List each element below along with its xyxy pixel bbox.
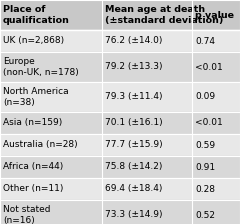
Text: 73.3 (±14.9): 73.3 (±14.9) <box>105 211 162 220</box>
Text: Africa (n=44): Africa (n=44) <box>3 162 63 172</box>
Text: 79.2 (±13.3): 79.2 (±13.3) <box>105 62 162 71</box>
Text: Mean age at death
(±standard deviation): Mean age at death (±standard deviation) <box>105 5 223 25</box>
Bar <box>0 52 240 82</box>
Text: Other (n=11): Other (n=11) <box>3 185 63 194</box>
Text: p value: p value <box>195 11 234 19</box>
Text: <0.01: <0.01 <box>195 62 223 71</box>
Text: Not stated
(n=16): Not stated (n=16) <box>3 205 50 224</box>
Text: 0.74: 0.74 <box>195 37 215 45</box>
Text: UK (n=2,868): UK (n=2,868) <box>3 37 64 45</box>
Bar <box>0 178 240 200</box>
Text: 70.1 (±16.1): 70.1 (±16.1) <box>105 118 162 127</box>
Text: 0.28: 0.28 <box>195 185 215 194</box>
Bar <box>0 30 240 52</box>
Bar <box>0 156 240 178</box>
Text: North America
(n=38): North America (n=38) <box>3 87 68 107</box>
Bar <box>0 134 240 156</box>
Text: 76.2 (±14.0): 76.2 (±14.0) <box>105 37 162 45</box>
Text: Asia (n=159): Asia (n=159) <box>3 118 62 127</box>
Text: Europe
(non-UK, n=178): Europe (non-UK, n=178) <box>3 57 79 77</box>
Bar <box>0 0 240 30</box>
Text: 75.8 (±14.2): 75.8 (±14.2) <box>105 162 162 172</box>
Bar <box>0 200 240 224</box>
Text: Place of
qualification: Place of qualification <box>3 5 70 25</box>
Bar <box>0 82 240 112</box>
Bar <box>0 112 240 134</box>
Text: 0.09: 0.09 <box>195 93 215 101</box>
Text: 77.7 (±15.9): 77.7 (±15.9) <box>105 140 162 149</box>
Text: 69.4 (±18.4): 69.4 (±18.4) <box>105 185 162 194</box>
Text: <0.01: <0.01 <box>195 118 223 127</box>
Text: 0.91: 0.91 <box>195 162 215 172</box>
Text: 0.52: 0.52 <box>195 211 215 220</box>
Text: Australia (n=28): Australia (n=28) <box>3 140 78 149</box>
Text: 0.59: 0.59 <box>195 140 215 149</box>
Text: 79.3 (±11.4): 79.3 (±11.4) <box>105 93 162 101</box>
